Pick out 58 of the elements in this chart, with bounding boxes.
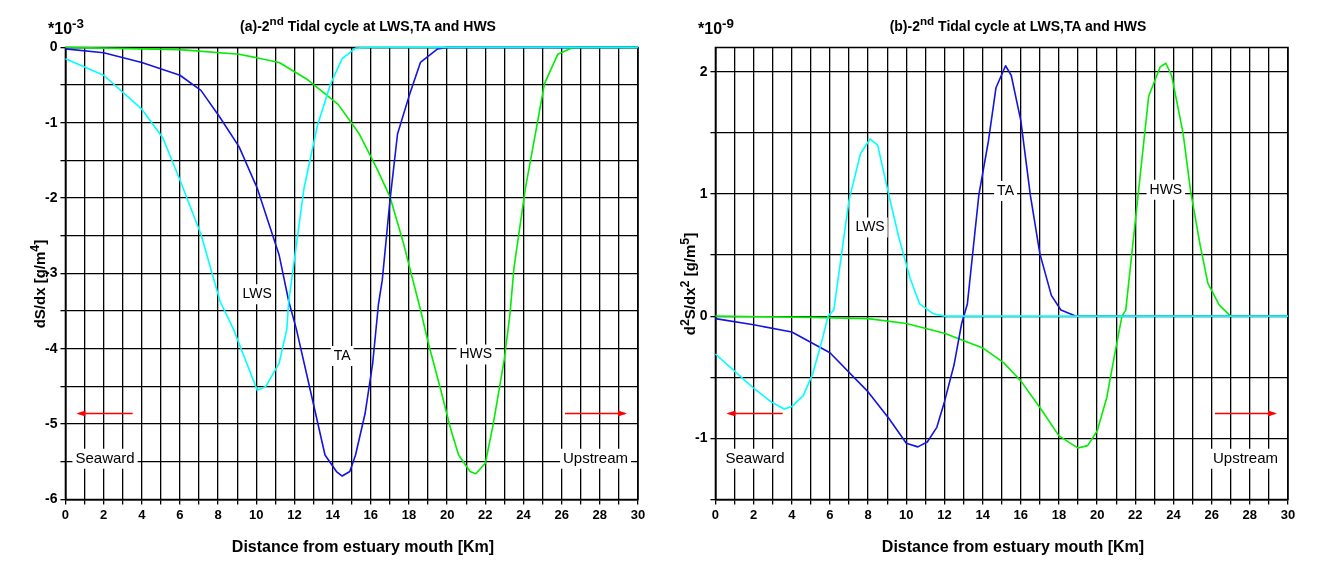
x-tick-label: 18 (401, 506, 417, 522)
x-axis-title: Distance from estuary mouth [Km] (880, 538, 1146, 556)
text: *10$^{-9}$ (698, 16, 734, 39)
x-tick-label: 6 (826, 506, 834, 522)
text: *10$^{-3}$ (48, 16, 84, 39)
x-tick-label: 30 (1280, 506, 1296, 522)
y-tick-label: -5 (45, 414, 58, 431)
x-tick-label: 24 (1166, 506, 1182, 522)
annotation: Seaward (75, 448, 135, 466)
series-label: LWS (855, 218, 885, 235)
series-label: TA (333, 346, 352, 363)
x-tick-label: 8 (214, 506, 222, 522)
x-tick-label: 10 (249, 506, 264, 522)
x-tick-label: 14 (975, 506, 991, 522)
x-tick-label: 16 (363, 506, 379, 522)
series-label: HWS (459, 345, 493, 362)
chart-title: (a)-2$^{nd}$ Tidal cycle at LWS,TA and HWS (239, 14, 497, 34)
y-tick-label: 2 (699, 62, 708, 79)
x-tick-label: 0 (61, 506, 70, 522)
x-tick-label: 12 (287, 506, 302, 522)
x-tick-label: 6 (176, 506, 184, 522)
y-tick-label: -2 (45, 188, 58, 205)
y-tick-label: -4 (45, 339, 58, 356)
x-tick-label: 20 (439, 506, 455, 522)
x-tick-label: 14 (325, 506, 341, 522)
y-tick-label: -6 (45, 490, 58, 507)
series-label: HWS (1149, 180, 1183, 197)
x-tick-label: 28 (1242, 506, 1258, 522)
chart-title: (b)-2$^{nd}$ Tidal cycle at LWS,TA and HWS (888, 14, 1148, 34)
series-label: LWS (242, 285, 272, 302)
x-tick-label: 12 (937, 506, 952, 522)
y-tick-label: -1 (45, 113, 58, 130)
x-tick-label: 24 (516, 506, 532, 522)
y-tick-label: -1 (695, 429, 708, 446)
y-tick-label: 0 (699, 307, 708, 324)
y-tick-label: 0 (49, 38, 58, 55)
x-tick-label: 16 (1013, 506, 1029, 522)
x-tick-label: 28 (592, 506, 608, 522)
x-tick-label: 2 (100, 506, 108, 522)
x-tick-label: 20 (1089, 506, 1105, 522)
x-tick-label: 30 (630, 506, 646, 522)
x-tick-label: 8 (864, 506, 872, 522)
annotation: Upstream (1212, 448, 1278, 466)
x-tick-label: 26 (1204, 506, 1219, 522)
series-label: TA (997, 181, 1015, 198)
x-axis-title: Distance from estuary mouth [Km] (230, 538, 496, 556)
annotation: Seaward (725, 448, 785, 466)
x-tick-label: 2 (750, 506, 758, 522)
x-tick-label: 26 (554, 506, 569, 522)
x-tick-label: 0 (711, 506, 720, 522)
x-tick-label: 4 (788, 506, 797, 522)
annotation: Upstream (562, 448, 628, 466)
x-tick-label: 18 (1051, 506, 1067, 522)
x-tick-label: 10 (899, 506, 914, 522)
y-tick-label: 1 (699, 184, 708, 201)
x-tick-label: 4 (138, 506, 147, 522)
x-tick-label: 22 (478, 506, 493, 522)
x-tick-label: 22 (1128, 506, 1143, 522)
